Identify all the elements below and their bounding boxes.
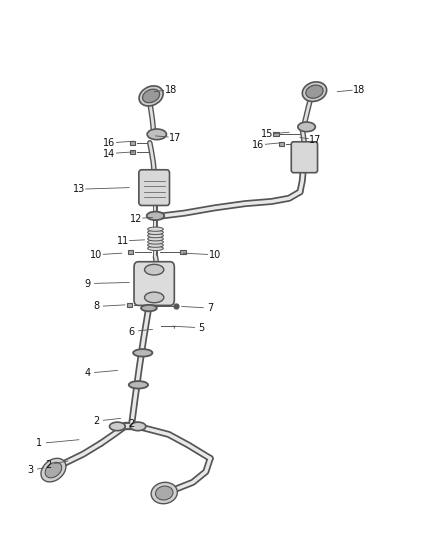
Bar xyxy=(127,303,132,307)
Text: 13: 13 xyxy=(73,184,85,194)
Text: 9: 9 xyxy=(85,279,91,288)
Text: 17: 17 xyxy=(309,135,321,144)
Bar xyxy=(130,150,135,154)
Ellipse shape xyxy=(148,230,163,235)
Text: 1: 1 xyxy=(36,439,42,448)
Text: 10: 10 xyxy=(90,250,102,260)
Ellipse shape xyxy=(110,422,125,431)
Text: 18: 18 xyxy=(165,85,177,94)
Text: 16: 16 xyxy=(103,138,116,148)
Ellipse shape xyxy=(151,482,177,504)
Ellipse shape xyxy=(129,381,148,389)
Ellipse shape xyxy=(155,486,173,500)
Ellipse shape xyxy=(147,129,166,140)
Ellipse shape xyxy=(139,86,163,106)
Text: 18: 18 xyxy=(353,85,365,94)
Ellipse shape xyxy=(145,264,164,275)
Ellipse shape xyxy=(133,349,152,357)
Text: 7: 7 xyxy=(207,303,213,313)
Ellipse shape xyxy=(130,422,146,431)
Text: 16: 16 xyxy=(252,140,265,150)
Ellipse shape xyxy=(148,243,163,247)
Ellipse shape xyxy=(306,85,323,98)
Ellipse shape xyxy=(302,82,327,101)
Ellipse shape xyxy=(147,212,164,220)
Ellipse shape xyxy=(45,462,62,478)
Text: 8: 8 xyxy=(93,302,99,311)
Text: 2: 2 xyxy=(45,460,51,470)
Text: 10: 10 xyxy=(208,250,221,260)
Text: 2: 2 xyxy=(128,419,134,429)
Ellipse shape xyxy=(141,305,157,311)
Ellipse shape xyxy=(148,246,163,251)
Ellipse shape xyxy=(148,227,163,231)
Bar xyxy=(279,142,284,146)
Ellipse shape xyxy=(148,237,163,241)
Bar xyxy=(130,141,135,145)
Text: 12: 12 xyxy=(130,214,142,223)
Text: 11: 11 xyxy=(117,236,129,246)
Ellipse shape xyxy=(148,233,163,238)
Ellipse shape xyxy=(298,122,315,132)
Ellipse shape xyxy=(142,89,160,103)
Ellipse shape xyxy=(41,458,66,482)
Bar xyxy=(273,132,279,136)
Ellipse shape xyxy=(145,292,164,303)
FancyBboxPatch shape xyxy=(291,142,318,173)
Text: 17: 17 xyxy=(169,133,181,142)
Bar xyxy=(128,250,133,254)
Text: 15: 15 xyxy=(261,130,273,139)
Text: 14: 14 xyxy=(103,149,116,158)
Text: 6: 6 xyxy=(128,327,134,336)
Text: 2: 2 xyxy=(93,416,99,426)
Text: 3: 3 xyxy=(28,465,34,475)
Bar xyxy=(180,250,186,254)
FancyBboxPatch shape xyxy=(139,169,170,205)
FancyBboxPatch shape xyxy=(134,262,174,305)
Text: 4: 4 xyxy=(85,368,91,378)
Text: 5: 5 xyxy=(198,323,205,333)
Ellipse shape xyxy=(148,240,163,244)
